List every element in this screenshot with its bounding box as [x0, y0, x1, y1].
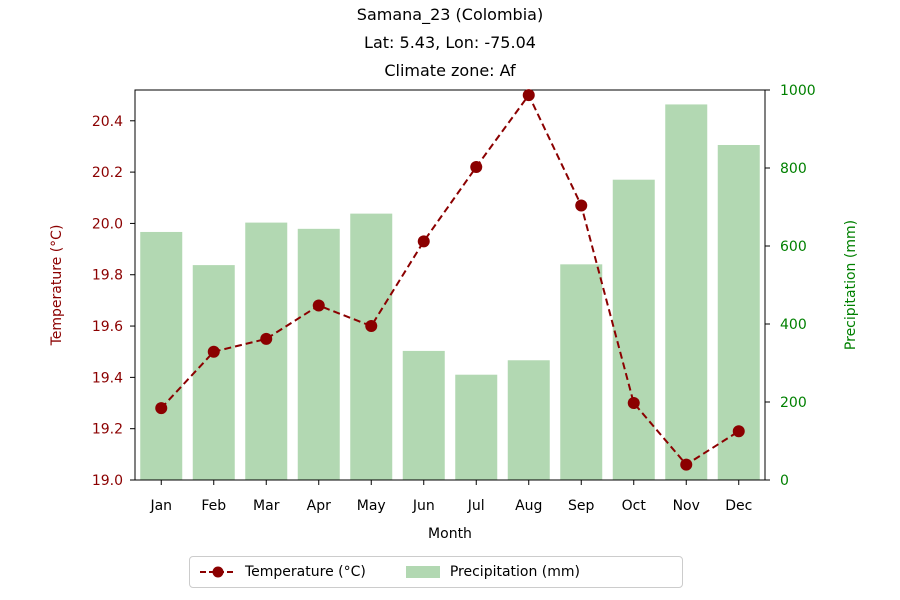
- precipitation-bar-may: [350, 213, 393, 480]
- y-axis-left: 19.0 19.2 19.4 19.6 19.8 20.0 20.2 20.4: [92, 114, 135, 489]
- precipitation-bar-jan: [140, 231, 183, 480]
- temperature-point-apr: [312, 299, 325, 312]
- chart-title-line-2: Lat: 5.43, Lon: -75.04: [364, 33, 536, 52]
- legend-line-marker-icon: [200, 566, 236, 578]
- x-tick-label: Apr: [307, 498, 331, 514]
- x-tick-label: Jul: [467, 498, 485, 514]
- precipitation-bar-jun: [402, 350, 445, 480]
- y-axis-left-label: Temperature (°C): [49, 225, 65, 347]
- y-right-tick-label: 200: [780, 395, 807, 411]
- y-left-tick-label: 20.2: [92, 165, 123, 181]
- legend: Temperature (°C) Precipitation (mm): [189, 556, 683, 588]
- y-right-tick-label: 800: [780, 161, 807, 177]
- temperature-point-dec: [732, 425, 745, 438]
- temperature-point-sep: [575, 199, 588, 212]
- y-right-tick-label: 1000: [780, 83, 816, 99]
- precipitation-bar-dec: [717, 144, 760, 481]
- temperature-point-jan: [155, 402, 168, 415]
- legend-bar-swatch-icon: [405, 566, 440, 578]
- temperature-point-nov: [680, 458, 693, 471]
- temperature-point-aug: [522, 89, 535, 102]
- y-axis-right: 0 200 400 600 800 1000: [765, 83, 816, 489]
- precipitation-bar-jul: [455, 374, 498, 480]
- precipitation-bar-feb: [192, 265, 235, 480]
- precipitation-bars: [140, 104, 760, 481]
- temperature-point-jun: [417, 235, 430, 248]
- y-right-tick-label: 600: [780, 239, 807, 255]
- precipitation-bar-aug: [507, 360, 550, 480]
- temperature-line: [160, 93, 740, 466]
- y-left-tick-label: 19.8: [92, 268, 123, 284]
- temperature-point-may: [365, 320, 378, 333]
- precipitation-bar-oct: [612, 179, 655, 480]
- legend-label-precipitation: Precipitation (mm): [449, 564, 580, 580]
- chart-title: Samana_23 (Colombia) Lat: 5.43, Lon: -75…: [357, 5, 543, 80]
- chart-title-line-1: Samana_23 (Colombia): [357, 5, 543, 25]
- y-axis-right-label: Precipitation (mm): [843, 220, 859, 350]
- plot-frame: [134, 89, 766, 481]
- precipitation-bar-nov: [665, 104, 708, 481]
- x-tick-label: Mar: [253, 498, 280, 514]
- precipitation-bar-sep: [560, 264, 603, 480]
- y-left-tick-label: 19.6: [92, 319, 123, 335]
- y-left-tick-label: 19.2: [92, 422, 123, 438]
- x-tick-label: Oct: [622, 498, 647, 514]
- temperature-point-jul: [470, 160, 483, 173]
- x-tick-label: Feb: [201, 498, 226, 514]
- y-left-tick-label: 20.4: [92, 114, 123, 130]
- temperature-point-oct: [627, 397, 640, 410]
- y-left-tick-label: 19.0: [92, 473, 123, 489]
- legend-item-temperature: Temperature (°C): [199, 564, 366, 580]
- x-tick-label: May: [357, 498, 386, 514]
- temperature-point-mar: [260, 332, 273, 345]
- precipitation-bar-mar: [245, 222, 288, 480]
- y-right-tick-label: 0: [780, 473, 789, 489]
- x-tick-label: Dec: [725, 498, 752, 514]
- x-tick-label: Jan: [149, 498, 172, 514]
- legend-label-temperature: Temperature (°C): [245, 564, 366, 580]
- temperature-point-feb: [207, 345, 220, 358]
- x-axis: Jan Feb Mar Apr May Jun Jul Aug Sep Oct Nov Dec: [149, 480, 752, 514]
- y-right-tick-label: 400: [780, 317, 807, 333]
- legend-item-precipitation: Precipitation (mm): [404, 564, 580, 580]
- x-tick-label: Aug: [515, 498, 542, 514]
- chart-title-line-3: Climate zone: Af: [384, 61, 516, 80]
- precipitation-bar-apr: [297, 228, 340, 480]
- temperature-line-layer: [155, 89, 745, 471]
- x-axis-label: Month: [428, 526, 472, 542]
- y-left-tick-label: 19.4: [92, 370, 123, 386]
- x-tick-label: Nov: [673, 498, 700, 514]
- x-tick-label: Jun: [412, 498, 435, 514]
- x-tick-label: Sep: [568, 498, 595, 514]
- y-left-tick-label: 20.0: [92, 216, 123, 232]
